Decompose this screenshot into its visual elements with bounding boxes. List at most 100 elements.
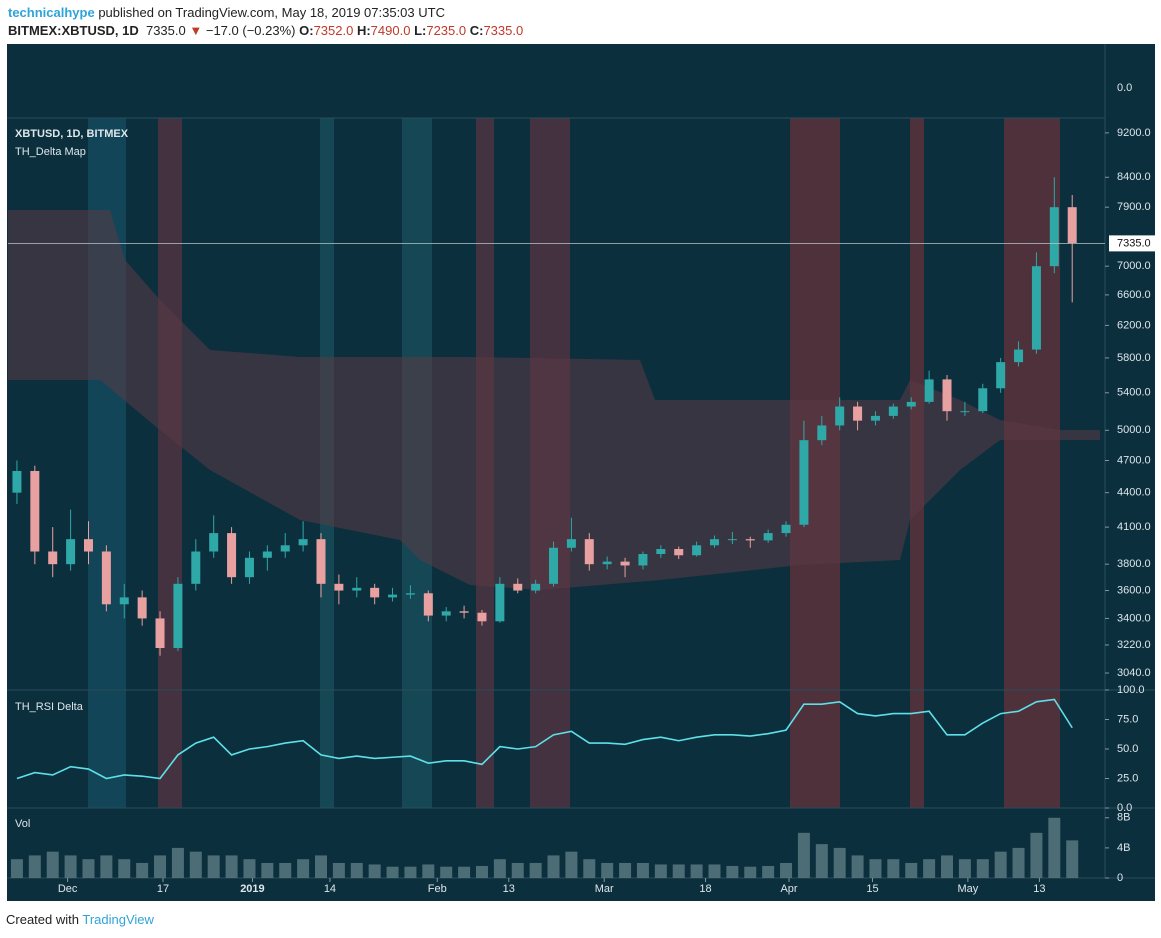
volume-bar bbox=[243, 859, 256, 878]
candle-body bbox=[405, 593, 415, 595]
candle-body bbox=[262, 551, 272, 558]
volume-bar bbox=[46, 851, 59, 878]
o: 7352.0 bbox=[313, 23, 354, 38]
candle-body bbox=[101, 551, 111, 605]
brand-link[interactable]: TradingView bbox=[82, 912, 154, 927]
candle-body bbox=[119, 597, 129, 605]
candle-body bbox=[191, 551, 201, 584]
chart: 0.0 XBTUSD, 1D, BITMEX TH_Delta Map TH_R… bbox=[7, 44, 1157, 901]
volume-bar bbox=[958, 859, 971, 878]
volume-bar bbox=[601, 862, 614, 878]
volume-bar bbox=[297, 859, 310, 878]
volume-bar bbox=[690, 864, 703, 878]
candle-body bbox=[137, 597, 147, 619]
x-tick-label: 13 bbox=[1033, 883, 1045, 895]
candle-body bbox=[531, 583, 541, 591]
pane-subtitle: TH_Delta Map bbox=[15, 146, 86, 158]
symbol-line: BITMEX:XBTUSD, 1D 7335.0 ▼ −17.0 (−0.23%… bbox=[8, 22, 523, 40]
candle-body bbox=[584, 539, 594, 565]
candle-body bbox=[853, 406, 863, 421]
volume-bar bbox=[64, 855, 77, 878]
candle-body bbox=[30, 470, 40, 552]
volume-bar bbox=[136, 862, 149, 878]
pane-title: XBTUSD, 1D, BITMEX bbox=[15, 128, 129, 140]
x-tick-label: Mar bbox=[595, 883, 614, 895]
volume-bar bbox=[887, 859, 900, 878]
volume-bar bbox=[583, 859, 596, 878]
volume-bar bbox=[815, 844, 828, 878]
candle-body bbox=[388, 594, 398, 598]
candle-body bbox=[477, 612, 487, 622]
candle-body bbox=[674, 549, 684, 556]
volume-bar bbox=[976, 859, 989, 878]
candle-body bbox=[352, 587, 362, 591]
volume-bar bbox=[654, 864, 667, 878]
candle-body bbox=[835, 406, 845, 426]
volume-bar bbox=[225, 855, 238, 878]
candle-body bbox=[870, 415, 880, 421]
candle-body bbox=[1049, 207, 1059, 267]
x-tick-label: 18 bbox=[699, 883, 711, 895]
l: 7235.0 bbox=[426, 23, 467, 38]
volume-bar bbox=[100, 855, 113, 878]
x-tick-label: May bbox=[957, 883, 978, 895]
candle-body bbox=[978, 388, 988, 412]
volume-bar bbox=[493, 859, 506, 878]
o-label: O: bbox=[299, 23, 314, 38]
candle-body bbox=[155, 618, 165, 649]
pane-title: TH_RSI Delta bbox=[15, 701, 84, 713]
volume-bar bbox=[672, 864, 685, 878]
h-label: H: bbox=[356, 23, 371, 38]
y-tick-label: 6600.0 bbox=[1117, 289, 1151, 301]
y-tick-label: 3400.0 bbox=[1117, 612, 1151, 624]
candle-body bbox=[763, 533, 773, 541]
y-tick-label: 0.0 bbox=[1117, 802, 1132, 814]
author-link[interactable]: technicalhype bbox=[8, 5, 95, 20]
volume-bar bbox=[475, 865, 488, 878]
volume-bar bbox=[941, 855, 954, 878]
y-tick-label: 4400.0 bbox=[1117, 487, 1151, 499]
volume-bar bbox=[762, 865, 775, 878]
volume-bar bbox=[440, 866, 453, 878]
volume-bar bbox=[833, 847, 846, 878]
volume-bar bbox=[422, 864, 435, 878]
y-tick-label: 6200.0 bbox=[1117, 319, 1151, 331]
arrow: ▼ bbox=[189, 23, 203, 38]
published: published on TradingView.com, May 18, 20… bbox=[98, 5, 445, 20]
candle-body bbox=[423, 593, 433, 616]
x-tick-label: 13 bbox=[503, 883, 515, 895]
candle-body bbox=[12, 470, 22, 493]
volume-bar bbox=[458, 866, 471, 878]
candle-body bbox=[298, 539, 308, 546]
candle-body bbox=[1014, 349, 1024, 363]
candle-body bbox=[799, 440, 809, 525]
candle-body bbox=[370, 587, 380, 598]
volume-bar bbox=[869, 859, 882, 878]
band bbox=[158, 118, 182, 808]
top-pane-tick: 0.0 bbox=[1117, 82, 1132, 94]
y-tick-label: 75.0 bbox=[1117, 713, 1138, 725]
candle-body bbox=[638, 554, 648, 566]
candle-body bbox=[280, 545, 290, 552]
c-label: C: bbox=[469, 23, 484, 38]
candle-body bbox=[334, 583, 344, 591]
x-tick-label: 2019 bbox=[240, 883, 264, 895]
y-tick-label: 0 bbox=[1117, 872, 1123, 884]
y-tick-label: 5800.0 bbox=[1117, 352, 1151, 364]
l-label: L: bbox=[414, 23, 427, 38]
symbol: BITMEX:XBTUSD, 1D bbox=[8, 23, 139, 38]
candle-body bbox=[513, 583, 523, 591]
candle-body bbox=[441, 611, 451, 616]
c: 7335.0 bbox=[483, 23, 524, 38]
x-tick-label: Dec bbox=[58, 883, 78, 895]
y-tick-label: 7000.0 bbox=[1117, 260, 1151, 272]
x-tick-label: Apr bbox=[780, 883, 797, 895]
volume-bar bbox=[619, 862, 632, 878]
volume-bar bbox=[797, 832, 810, 878]
footer: Created with TradingView bbox=[6, 912, 154, 927]
candle-body bbox=[942, 379, 952, 412]
y-tick-label: 3800.0 bbox=[1117, 558, 1151, 570]
candle-body bbox=[727, 539, 737, 541]
candle-body bbox=[620, 561, 630, 566]
